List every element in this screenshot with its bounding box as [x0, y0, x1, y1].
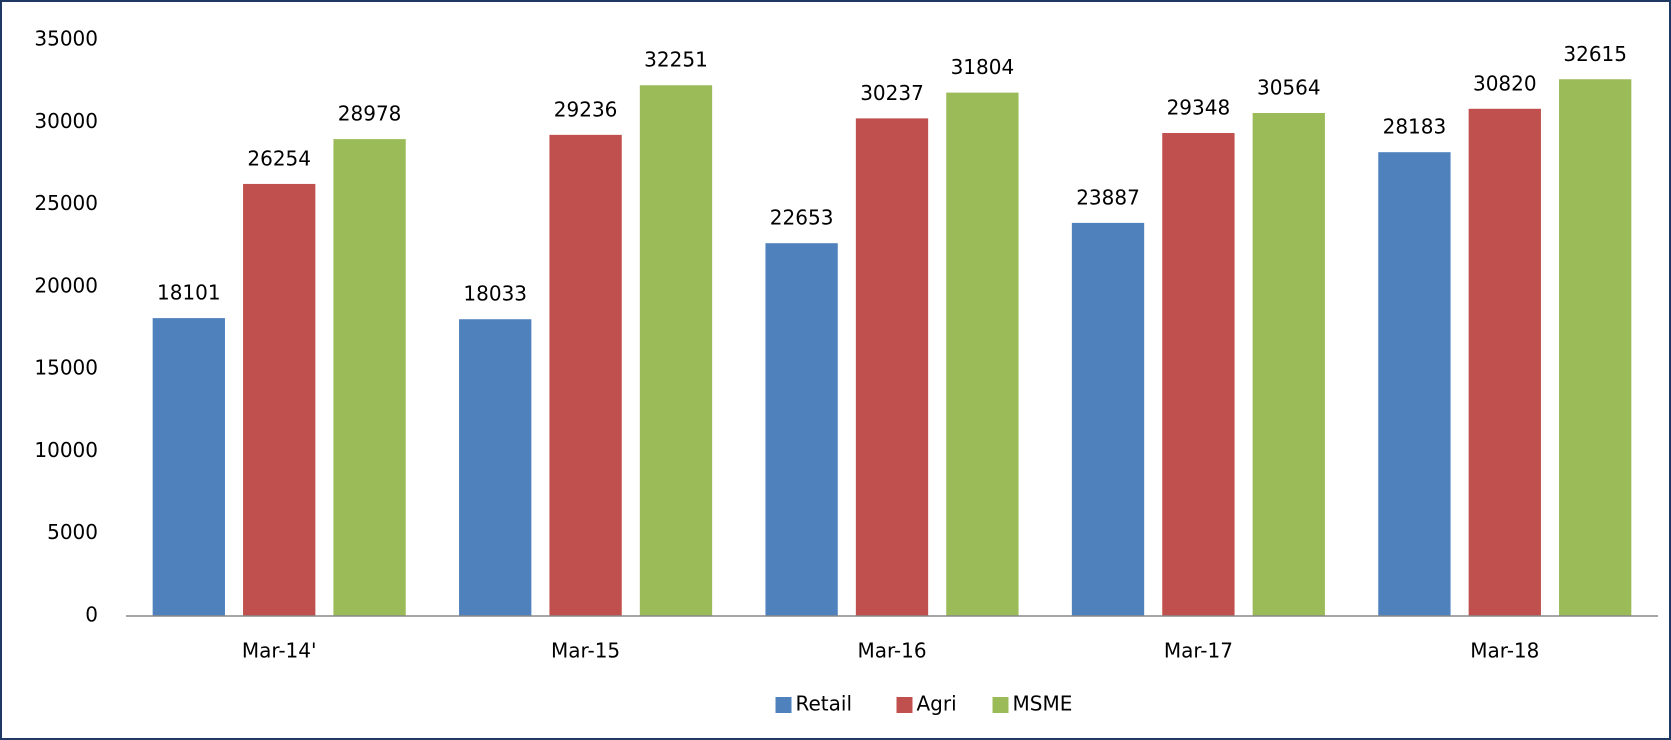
data-label: 30237 — [860, 81, 924, 105]
x-tick-label: Mar-17 — [1164, 639, 1233, 663]
bar — [639, 85, 713, 617]
data-label: 18033 — [463, 282, 527, 306]
y-tick-label: 25000 — [34, 191, 98, 215]
data-label: 32615 — [1563, 42, 1627, 66]
bar — [1252, 113, 1325, 617]
data-label: 28183 — [1383, 115, 1447, 139]
data-label: 30820 — [1473, 71, 1537, 95]
bar — [1071, 222, 1145, 616]
data-label: 26254 — [247, 146, 311, 170]
legend-swatch — [896, 697, 913, 713]
data-label: 22653 — [770, 206, 834, 230]
data-label: 23887 — [1076, 185, 1140, 209]
y-tick-label: 0 — [85, 603, 98, 627]
legend-swatch — [775, 697, 792, 713]
x-tick-label: Mar-15 — [551, 639, 620, 663]
legend-label: MSME — [1013, 692, 1073, 716]
y-tick-label: 5000 — [47, 520, 98, 544]
y-tick-label: 15000 — [34, 356, 98, 380]
bar — [459, 319, 532, 616]
legend-label: Retail — [796, 692, 853, 716]
x-tick-label: Mar-16 — [857, 639, 926, 663]
y-tick-label: 35000 — [34, 27, 98, 51]
data-label: 32251 — [644, 48, 708, 72]
bar — [1468, 108, 1541, 616]
x-tick-label: Mar-18 — [1470, 639, 1539, 663]
data-label: 18101 — [157, 281, 221, 305]
data-label: 31804 — [951, 55, 1015, 79]
x-tick-label: Mar-14' — [242, 639, 317, 663]
bar — [765, 243, 838, 616]
bar — [1162, 133, 1235, 616]
data-label: 29236 — [554, 97, 618, 121]
legend-label: Agri — [917, 692, 957, 716]
bar — [1378, 152, 1451, 616]
bar — [855, 118, 929, 616]
bar — [1559, 79, 1632, 616]
y-tick-label: 30000 — [34, 109, 98, 133]
bar — [549, 134, 622, 616]
legend-swatch — [992, 697, 1009, 713]
y-tick-label: 10000 — [34, 438, 98, 462]
bar — [152, 318, 225, 616]
bar — [333, 139, 406, 616]
data-label: 30564 — [1257, 76, 1321, 100]
data-label: 29348 — [1167, 96, 1231, 120]
y-tick-label: 20000 — [34, 273, 98, 297]
data-label: 28978 — [338, 102, 402, 126]
bar — [243, 183, 316, 616]
bar — [946, 92, 1019, 616]
